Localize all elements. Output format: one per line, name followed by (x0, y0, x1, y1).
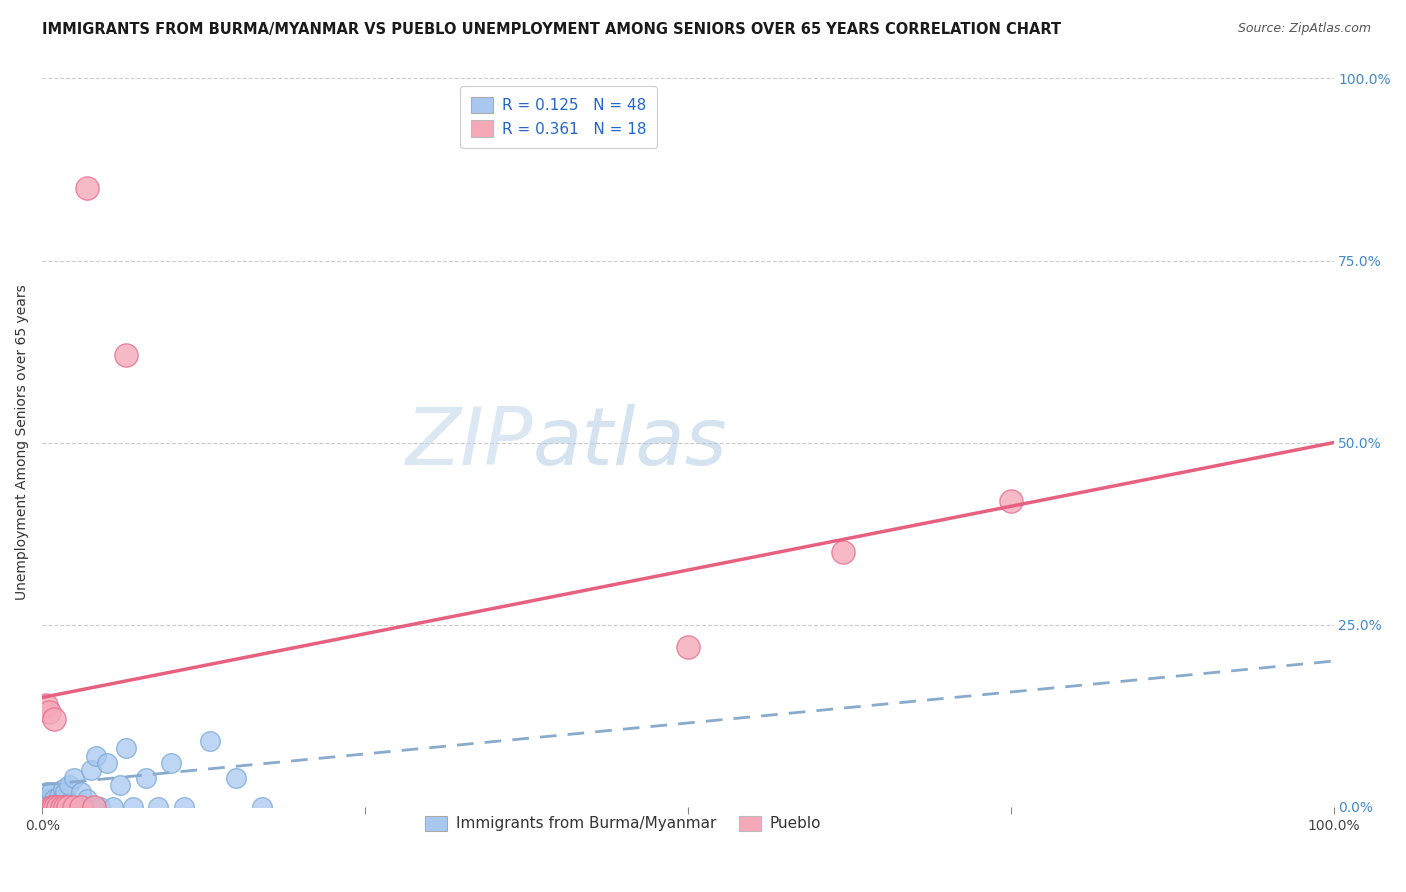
Point (55, 799, 77, 814)
Point (83, 799, 105, 814)
Point (250, 799, 273, 814)
Point (121, 799, 143, 814)
Point (134, 771, 156, 785)
Point (86, 748, 108, 763)
Point (160, 756, 183, 770)
Point (76, 180, 98, 194)
Point (35, 792, 58, 806)
Point (39, 785, 62, 799)
Point (38, 792, 60, 806)
Point (80, 764, 103, 778)
Point (53, 799, 76, 814)
Point (173, 799, 195, 814)
Point (45, 796, 67, 810)
Point (35, 698, 58, 712)
Point (42, 792, 65, 806)
Text: IMMIGRANTS FROM BURMA/MYANMAR VS PUEBLO UNEMPLOYMENT AMONG SENIORS OVER 65 YEARS: IMMIGRANTS FROM BURMA/MYANMAR VS PUEBLO … (42, 22, 1062, 37)
Point (58, 778, 80, 792)
Point (49, 799, 72, 814)
Legend: Immigrants from Burma/Myanmar, Pueblo: Immigrants from Burma/Myanmar, Pueblo (418, 808, 830, 839)
Text: ZIP: ZIP (405, 403, 533, 482)
Point (72, 799, 94, 814)
Point (108, 778, 131, 792)
Point (67, 799, 90, 814)
Point (83, 799, 105, 814)
Point (56, 799, 79, 814)
Point (42, 712, 65, 726)
Point (51, 799, 73, 814)
Point (70, 785, 93, 799)
Point (115, 348, 138, 362)
Point (89, 799, 111, 814)
Point (115, 741, 138, 756)
Point (56, 796, 79, 810)
Point (46, 799, 69, 814)
Point (48, 789, 70, 803)
Point (51, 792, 73, 806)
Point (37, 785, 59, 799)
Point (34, 796, 56, 810)
Point (63, 799, 86, 814)
Text: Source: ZipAtlas.com: Source: ZipAtlas.com (1237, 22, 1371, 36)
Point (55, 799, 77, 814)
Point (39, 799, 62, 814)
Point (148, 799, 170, 814)
Point (676, 640, 699, 654)
Point (59, 799, 82, 814)
Point (198, 734, 221, 748)
Point (32, 799, 55, 814)
Point (46, 799, 69, 814)
Point (37, 799, 59, 814)
Point (38, 705, 60, 719)
Point (41, 799, 63, 814)
Point (35, 799, 58, 814)
Point (96, 756, 118, 770)
Point (103, 799, 125, 814)
Point (225, 771, 247, 785)
Text: atlas: atlas (533, 403, 728, 482)
Point (76, 792, 98, 806)
Point (55, 785, 77, 799)
Y-axis label: Unemployment Among Seniors over 65 years: Unemployment Among Seniors over 65 years (15, 285, 30, 600)
Point (63, 771, 86, 785)
Point (38, 799, 60, 814)
Point (1000, 494, 1022, 508)
Point (39, 799, 62, 814)
Point (70, 799, 93, 814)
Point (44, 799, 66, 814)
Point (39, 796, 62, 810)
Point (44, 799, 66, 814)
Point (34, 799, 56, 814)
Point (41, 799, 63, 814)
Point (831, 545, 853, 559)
Point (52, 781, 75, 796)
